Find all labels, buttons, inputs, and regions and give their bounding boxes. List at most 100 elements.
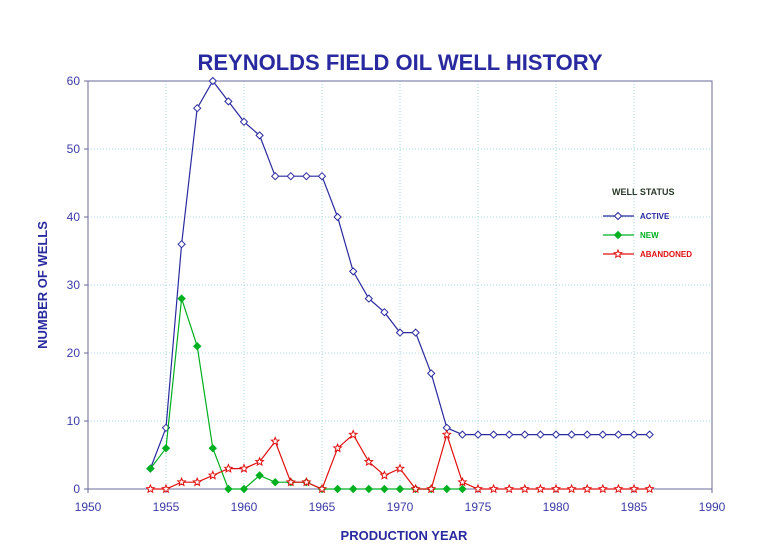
data-point-new — [255, 471, 264, 480]
legend-title: WELL STATUS — [612, 187, 675, 197]
data-point-active — [255, 131, 264, 140]
data-point-new — [161, 443, 171, 453]
data-point-new — [270, 477, 280, 487]
series-group — [145, 76, 655, 494]
data-point-abandoned — [441, 429, 452, 439]
data-point-abandoned — [550, 483, 562, 494]
data-point-abandoned — [316, 483, 328, 494]
legend-marker-active — [613, 211, 623, 221]
data-point-active — [645, 430, 654, 439]
x-tick-label: 1950 — [75, 500, 102, 514]
x-axis-title: PRODUCTION YEAR — [341, 528, 468, 543]
data-point-new — [380, 484, 389, 494]
data-point-abandoned — [613, 483, 624, 494]
data-point-abandoned — [192, 476, 203, 487]
legend: WELL STATUS ACTIVE NEW ABANDONED — [603, 187, 692, 259]
data-point-active — [520, 430, 530, 439]
data-point-active — [567, 430, 576, 439]
data-point-abandoned — [379, 470, 390, 480]
data-point-abandoned — [410, 483, 421, 494]
data-point-new — [224, 484, 233, 494]
grid — [88, 81, 712, 489]
data-point-abandoned — [582, 483, 593, 494]
legend-label-active: ACTIVE — [640, 212, 670, 221]
y-tick-label: 40 — [67, 210, 81, 224]
y-tick-label: 30 — [67, 278, 81, 292]
y-tick-label: 10 — [67, 414, 81, 428]
data-point-abandoned — [628, 483, 640, 494]
x-tick-label: 1975 — [465, 500, 492, 514]
data-point-abandoned — [472, 483, 484, 494]
data-point-abandoned — [160, 483, 172, 494]
data-point-active — [317, 171, 327, 181]
legend-label-abandoned: ABANDONED — [640, 250, 692, 259]
data-point-abandoned — [363, 456, 374, 467]
data-point-active — [333, 212, 342, 222]
data-point-new — [333, 484, 342, 494]
data-point-abandoned — [270, 436, 281, 446]
data-point-active — [411, 328, 420, 337]
data-point-active — [536, 430, 545, 439]
series-line-new — [149, 298, 463, 490]
x-tick-label: 1985 — [621, 500, 648, 514]
data-point-abandoned — [348, 429, 359, 439]
x-tick-label: 1960 — [231, 500, 258, 514]
data-point-new — [458, 484, 467, 494]
data-point-active — [192, 103, 202, 113]
data-point-active — [582, 430, 592, 439]
data-point-new — [442, 484, 452, 494]
data-point-abandoned — [145, 483, 156, 494]
data-point-active — [270, 171, 280, 181]
data-point-abandoned — [597, 483, 608, 494]
data-point-abandoned — [176, 476, 187, 487]
data-point-active — [598, 430, 608, 439]
y-tick-label: 60 — [67, 74, 81, 88]
data-point-active — [177, 239, 186, 249]
legend-marker-new — [613, 230, 623, 240]
chart-title: REYNOLDS FIELD OIL WELL HISTORY — [198, 50, 603, 75]
data-point-new — [192, 341, 202, 351]
data-point-active — [426, 369, 436, 378]
data-point-active — [348, 267, 358, 276]
data-point-abandoned — [457, 476, 468, 487]
y-axis-title: NUMBER OF WELLS — [35, 221, 50, 349]
data-point-abandoned — [535, 483, 546, 494]
data-point-active — [395, 328, 405, 337]
data-point-active — [489, 430, 498, 439]
data-point-abandoned — [332, 442, 343, 453]
series-new — [146, 294, 467, 494]
series-active — [146, 76, 654, 473]
legend-marker-abandoned — [612, 248, 624, 259]
data-point-active — [302, 171, 311, 181]
x-tick-label: 1990 — [699, 500, 726, 514]
data-point-abandoned — [566, 483, 577, 494]
y-tick-label: 20 — [67, 346, 81, 360]
data-point-abandoned — [394, 463, 406, 473]
data-point-active — [551, 430, 561, 439]
y-tick-label: 0 — [73, 482, 80, 496]
data-point-active — [380, 307, 389, 317]
data-point-new — [348, 484, 358, 494]
data-point-abandoned — [223, 463, 234, 473]
data-point-abandoned — [285, 476, 296, 487]
x-tick-label: 1955 — [153, 500, 180, 514]
data-point-abandoned — [426, 483, 437, 494]
y-axis: 0 10 20 30 40 50 60 — [67, 74, 88, 496]
data-point-active — [614, 430, 623, 439]
data-point-abandoned — [519, 483, 530, 494]
data-point-active — [504, 430, 514, 439]
data-point-new — [208, 443, 218, 453]
data-point-active — [364, 294, 374, 303]
data-point-abandoned — [207, 470, 218, 480]
data-point-active — [473, 430, 483, 439]
data-point-active — [224, 97, 233, 106]
data-point-active — [239, 117, 249, 127]
data-point-abandoned — [238, 463, 250, 473]
x-tick-label: 1965 — [309, 500, 336, 514]
data-point-active — [208, 76, 218, 86]
series-line-active — [149, 79, 650, 469]
series-abandoned — [145, 429, 655, 494]
y-tick-label: 50 — [67, 142, 81, 156]
data-point-active — [629, 430, 639, 439]
data-point-new — [364, 484, 374, 494]
